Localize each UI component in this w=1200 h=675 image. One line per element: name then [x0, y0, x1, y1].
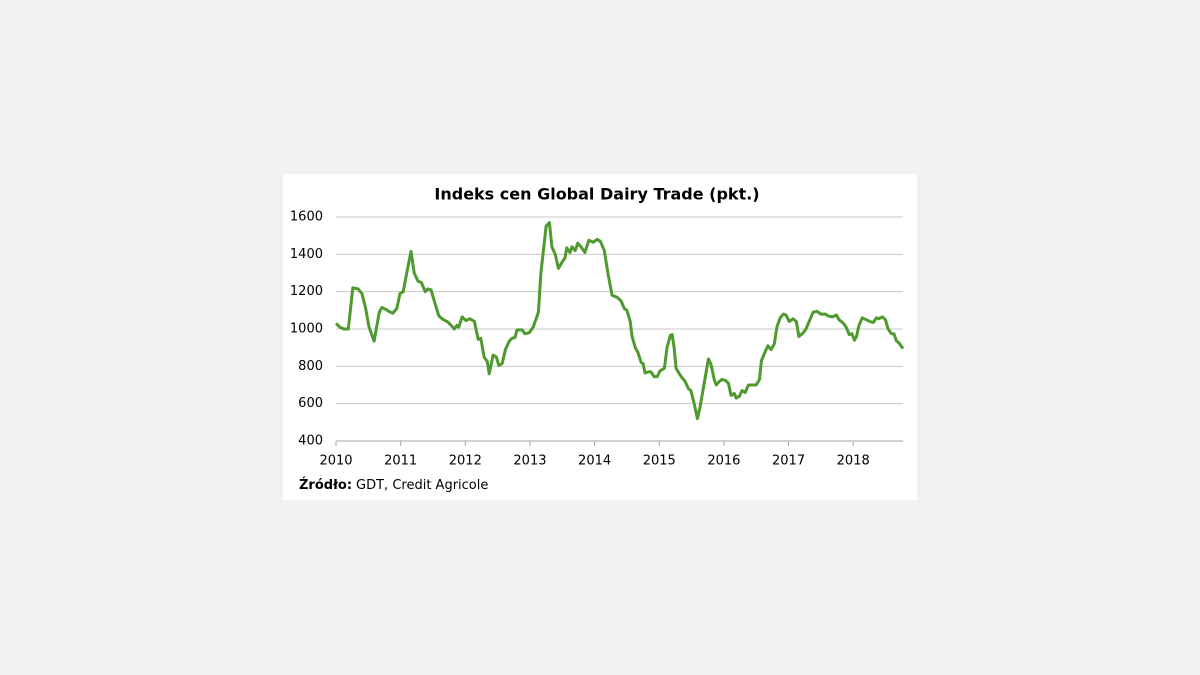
data-line	[334, 221, 905, 421]
y-tick-label: 1600	[290, 210, 323, 225]
chart-card	[283, 174, 917, 500]
y-tick-label: 1200	[290, 284, 323, 299]
x-tick-label: 2013	[513, 454, 546, 469]
y-tick-label: 800	[298, 359, 323, 374]
x-tick-label: 2011	[384, 454, 417, 469]
x-tick-label: 2018	[837, 454, 870, 469]
x-tick-label: 2017	[772, 454, 805, 469]
source-text: GDT, Credit Agricole	[356, 478, 488, 493]
x-tick-label: 2015	[643, 454, 676, 469]
x-tick-label: 2010	[319, 454, 352, 469]
y-tick-label: 1400	[290, 247, 323, 262]
source: Źródło: GDT, Credit Agricole	[299, 477, 488, 493]
x-tick-label: 2012	[449, 454, 482, 469]
x-tick-label: 2016	[707, 454, 740, 469]
chart-title: Indeks cen Global Dairy Trade (pkt.)	[434, 185, 759, 204]
y-tick-label: 600	[298, 396, 323, 411]
y-tick-label: 1000	[290, 322, 323, 337]
source-label: Źródło:	[299, 477, 352, 493]
x-tick-label: 2014	[578, 454, 611, 469]
y-tick-label: 400	[298, 434, 323, 449]
